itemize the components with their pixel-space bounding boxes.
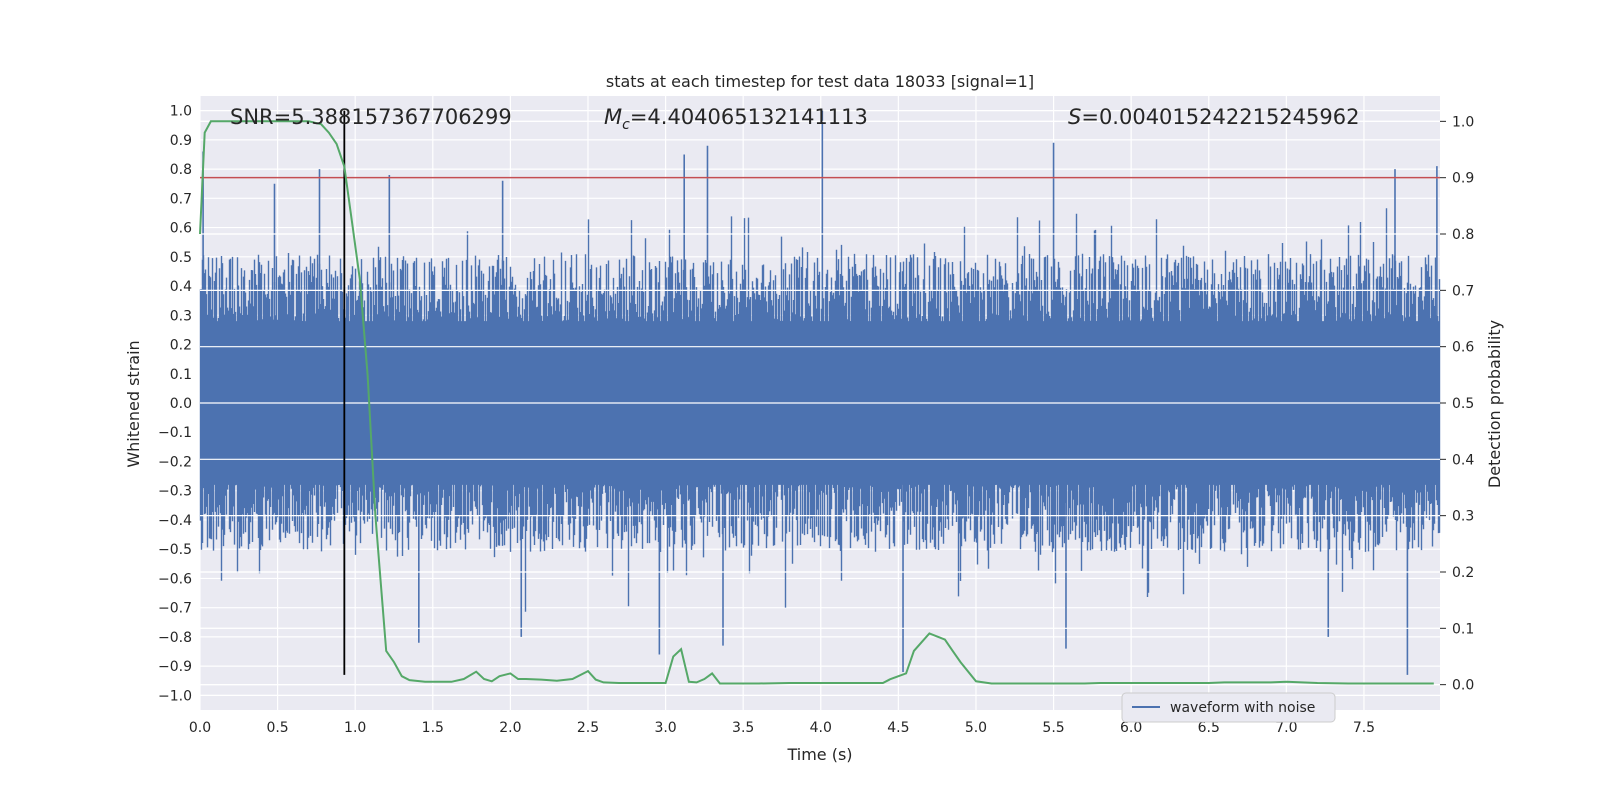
y2-tick-label: 0.5 xyxy=(1452,396,1474,412)
y-tick-label: −0.2 xyxy=(158,454,192,470)
y-tick-label: 0.7 xyxy=(170,191,192,207)
y-tick-label: 0.8 xyxy=(170,162,192,178)
y2-tick-label: 0.2 xyxy=(1452,565,1474,581)
y-tick-label: −0.7 xyxy=(158,601,192,617)
y2-axis-label: Detection probability xyxy=(1485,320,1504,488)
y-tick-label: −0.5 xyxy=(158,542,192,558)
x-tick-label: 3.0 xyxy=(654,720,676,736)
detection-probability-line xyxy=(199,120,1434,685)
y2-tick-label: 0.7 xyxy=(1452,283,1474,299)
x-tick-label: 7.5 xyxy=(1353,720,1375,736)
y2-tick-label: 0.4 xyxy=(1452,452,1474,468)
s-annotation: S=0.004015242215245962 xyxy=(1068,105,1359,129)
x-axis-ticks: 0.0 0.5 1.0 1.5 2.0 2.5 3.0 3.5 4.0 4.5 5.0 5.5 6.0 6… xyxy=(189,720,1375,736)
x-tick-label: 4.5 xyxy=(887,720,909,736)
overlays xyxy=(199,110,1440,686)
y2-tick-label: 0.9 xyxy=(1452,171,1474,187)
legend-label: waveform with noise xyxy=(1170,700,1315,716)
y-tick-label: 0.3 xyxy=(170,308,192,324)
y-tick-label: −0.8 xyxy=(158,630,192,646)
y-tick-label: −0.6 xyxy=(158,571,192,587)
y-tick-label: 0.1 xyxy=(170,367,192,383)
x-tick-label: 2.5 xyxy=(577,720,599,736)
chirp-mass-subscript: c xyxy=(622,117,630,133)
y2-tick-label: 1.0 xyxy=(1452,114,1474,130)
x-tick-label: 7.0 xyxy=(1275,720,1297,736)
y2-tick-label: 0.6 xyxy=(1452,340,1474,356)
y-tick-label: 0.0 xyxy=(170,396,192,412)
y-tick-label: −0.9 xyxy=(158,659,192,675)
y-tick-label: 0.5 xyxy=(170,250,192,266)
x-tick-label: 1.0 xyxy=(344,720,366,736)
y-tick-label: 0.9 xyxy=(170,133,192,149)
x-tick-label: 3.5 xyxy=(732,720,754,736)
x-tick-label: 5.5 xyxy=(1042,720,1064,736)
y-axis-ticks: 1.0 0.9 0.8 0.7 0.6 0.5 0.4 0.3 0.2 0.1 0.0 −0.1 −0.… xyxy=(158,104,192,705)
y-tick-label: 0.4 xyxy=(170,279,192,295)
y-axis-label: Whitened strain xyxy=(124,340,143,467)
s-value: =0.004015242215245962 xyxy=(1081,105,1359,129)
y2-tick-label: 0.0 xyxy=(1452,678,1474,694)
chirp-mass-annotation: Mc=4.404065132141113 xyxy=(604,105,868,133)
y-tick-label: −1.0 xyxy=(158,688,192,704)
y-tick-label: 1.0 xyxy=(170,104,192,120)
legend-box xyxy=(1121,692,1336,723)
x-tick-label: 6.0 xyxy=(1120,720,1142,736)
y2-tick-label: 0.1 xyxy=(1452,621,1474,637)
snr-annotation: SNR=5.388157367706299 xyxy=(230,105,512,129)
y-tick-label: 0.2 xyxy=(170,338,192,354)
x-axis-label: Time (s) xyxy=(786,745,852,764)
legend: waveform with noise xyxy=(1121,692,1336,723)
x-tick-label: 1.5 xyxy=(422,720,444,736)
y2-tick-label: 0.8 xyxy=(1452,227,1474,243)
y-tick-label: −0.4 xyxy=(158,513,192,529)
x-tick-label: 0.0 xyxy=(189,720,211,736)
x-tick-label: 2.0 xyxy=(499,720,521,736)
chart-title: stats at each timestep for test data 180… xyxy=(606,72,1034,91)
chirp-mass-value: =4.404065132141113 xyxy=(630,105,868,129)
x-tick-label: 6.5 xyxy=(1198,720,1220,736)
s-symbol: S xyxy=(1068,105,1081,129)
x-tick-label: 5.0 xyxy=(965,720,987,736)
x-tick-label: 4.0 xyxy=(810,720,832,736)
y-tick-label: 0.6 xyxy=(170,221,192,237)
y2-tick-label: 0.3 xyxy=(1452,509,1474,525)
chirp-mass-symbol: M xyxy=(604,105,622,129)
x-tick-label: 0.5 xyxy=(266,720,288,736)
y-tick-label: −0.1 xyxy=(158,425,192,441)
y-tick-label: −0.3 xyxy=(158,484,192,500)
y2-axis-ticks: 1.0 0.9 0.8 0.7 0.6 0.5 0.4 0.3 0.2 0.1 0.0 xyxy=(1440,114,1474,694)
